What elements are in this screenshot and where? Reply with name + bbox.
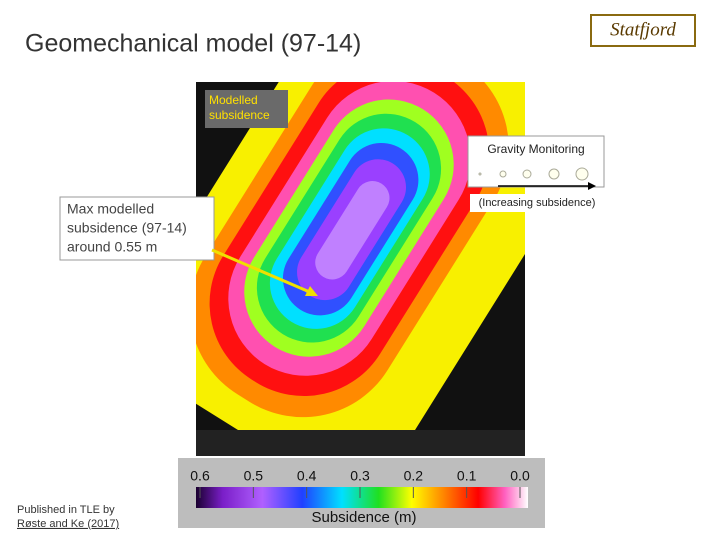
logo: Statfjord [610,19,676,40]
colorbar-tick-label: 0.5 [244,468,264,484]
colorbar-label: Subsidence (m) [311,509,416,526]
logo-box [590,14,696,47]
colorbar-tick-label: 0.4 [297,468,317,484]
footer-text: Published in TLE by [17,504,115,516]
callout-line: around 0.55 m [67,239,157,255]
footer-link[interactable]: Røste and Ke (2017) [17,518,119,530]
subsidence-map [196,82,525,456]
callout-line: Max modelled [67,201,154,217]
gravity-note: (Increasing subsidence) [479,197,596,209]
title: Geomechanical model (97-14) [25,30,361,58]
callout-line: subsidence (97-14) [67,220,187,236]
map-label-box [205,90,288,128]
gravity-icons [478,167,589,181]
callout-arrow [211,248,313,295]
colorbar-tick-label: 0.3 [350,468,370,484]
colorbar-tick-label: 0.1 [457,468,477,484]
colorbar-tick-label: 0.6 [190,468,210,484]
arrow-head [588,182,596,190]
colorbar-tick-label: 0.2 [404,468,424,484]
note-box [470,194,604,212]
map-label: Modelled subsidence [209,93,270,122]
colorbar [196,487,528,508]
gravity-title: Gravity Monitoring [487,142,584,156]
callout-arrow-head [305,286,318,296]
colorbar-tick-label: 0.0 [510,468,530,484]
callout-box [59,196,215,261]
